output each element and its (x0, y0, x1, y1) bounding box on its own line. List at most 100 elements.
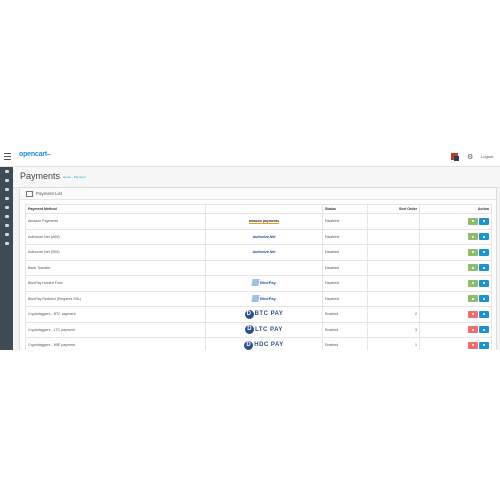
payment-status: Disabled (322, 228, 368, 245)
edit-button[interactable] (479, 341, 489, 349)
install-button[interactable] (468, 279, 478, 287)
install-button[interactable] (468, 264, 478, 272)
edit-button[interactable] (479, 217, 489, 225)
payment-logo: amazon payments (205, 213, 323, 230)
reports-icon[interactable] (0, 239, 13, 248)
edit-button[interactable] (479, 279, 489, 287)
payment-name: Cryptobiggers - BTC payment (25, 306, 206, 323)
table-row: BluePay Hosted Form BluePay Disabled (25, 275, 492, 292)
edit-button[interactable] (479, 264, 489, 272)
payment-logo: D HDC PAY (205, 337, 323, 350)
coin-icon: D (244, 309, 254, 319)
alerts-icon[interactable] (451, 153, 459, 161)
column-sort-order[interactable]: Sort Order (367, 204, 420, 214)
edit-button[interactable] (479, 248, 489, 256)
payment-actions (419, 306, 492, 323)
payment-sort-order (367, 290, 420, 307)
table-row: Cryptobiggers - WIE payment D HDC PAY Ena… (25, 337, 492, 350)
amazon-logo: amazon payments (248, 218, 280, 224)
install-button[interactable] (468, 233, 478, 241)
payment-name: BluePay Redirect (Requires SSL) (25, 290, 206, 307)
bluepay-logo: BluePay (251, 294, 276, 302)
marketing-icon[interactable] (0, 221, 13, 230)
column-action: Action (419, 204, 492, 214)
payment-actions (419, 228, 492, 245)
ltc-pay-logo: D LTC PAY (245, 325, 283, 335)
uninstall-button[interactable] (468, 326, 478, 334)
table-header-row: Payment Method Status Sort Order Action (25, 204, 492, 214)
install-button[interactable] (468, 295, 478, 303)
opencart-logo[interactable]: opencart⌣ (19, 151, 51, 159)
payment-status: Disabled (322, 259, 368, 276)
logout-link[interactable]: Logout (481, 154, 494, 159)
system-icon[interactable] (0, 230, 13, 239)
install-button[interactable] (468, 248, 478, 256)
payment-actions (419, 321, 492, 338)
payment-name: Amazon Payments (25, 213, 206, 230)
uninstall-button[interactable] (468, 341, 478, 349)
payment-sort-order: 2 (367, 306, 420, 323)
payment-status: Disabled (322, 213, 368, 230)
authorize-net-logo: Authorize.Net (252, 250, 276, 255)
payment-name: Bank Transfer (25, 259, 206, 276)
table-row: Cryptobiggers - BTC payment D BTC PAY Ena… (25, 306, 492, 323)
payment-logo (205, 259, 323, 276)
edit-button[interactable] (479, 295, 489, 303)
breadcrumb: Home › Payment (63, 175, 86, 179)
payment-actions (419, 244, 492, 261)
payment-name: Cryptobiggers - WIE payment (25, 337, 206, 350)
page-header: Payments Home › Payment (13, 167, 500, 188)
install-button[interactable] (468, 217, 478, 225)
sidebar-menu (0, 167, 13, 350)
payment-logo: D BTC PAY (205, 306, 323, 323)
payment-status: Disabled (322, 290, 368, 307)
design-icon[interactable] (0, 194, 13, 203)
payment-status: Enabled (322, 337, 368, 350)
payment-name: Cryptobiggers - LTC payment (25, 321, 206, 338)
edit-button[interactable] (479, 233, 489, 241)
btc-pay-logo: D BTC PAY (244, 309, 284, 319)
breadcrumb-payment[interactable]: Payment (73, 175, 86, 179)
coin-icon: D (244, 340, 254, 350)
uninstall-button[interactable] (468, 310, 478, 318)
logo-text: opencart (19, 151, 47, 158)
payment-sort-order (367, 259, 420, 276)
bluepay-logo-text: BluePay (260, 295, 276, 301)
payment-actions (419, 337, 492, 350)
customers-icon[interactable] (0, 212, 13, 221)
payment-logo: BluePay (205, 290, 323, 307)
panel-title: Payment List (36, 191, 63, 196)
coin-icon: D (245, 325, 255, 335)
menu-toggle-icon[interactable] (4, 153, 11, 160)
payment-list-panel: Payment List Payment Method Status Sort … (19, 187, 497, 350)
catalog-icon[interactable] (0, 176, 13, 185)
payment-status: Disabled (322, 275, 368, 292)
dashboard-icon[interactable] (0, 167, 13, 176)
payments-table: Payment Method Status Sort Order Action … (25, 204, 492, 350)
edit-button[interactable] (479, 310, 489, 318)
list-icon (26, 190, 33, 197)
payment-sort-order (367, 213, 420, 230)
sales-icon[interactable] (0, 203, 13, 212)
bluepay-logo: BluePay (251, 279, 276, 287)
bluepay-mark-icon (251, 294, 260, 302)
breadcrumb-home[interactable]: Home (63, 175, 72, 179)
payment-name: BluePay Hosted Form (25, 275, 206, 292)
table-row: Authorize.Net (AIM) Authorize.Net Disabl… (25, 228, 492, 245)
payment-sort-order (367, 228, 420, 245)
extensions-icon[interactable] (0, 185, 13, 194)
column-payment-method[interactable]: Payment Method (25, 204, 206, 214)
table-row: Cryptobiggers - LTC payment D LTC PAY Ena… (25, 321, 492, 338)
payment-actions (419, 275, 492, 292)
btc-pay-logo-text: BTC PAY (254, 311, 284, 318)
payment-status: Enabled (322, 321, 368, 338)
column-status[interactable]: Status (322, 204, 368, 214)
payment-actions (419, 259, 492, 276)
table-row: Authorize.Net (SIM) Authorize.Net Disabl… (25, 244, 492, 261)
hdc-pay-logo-text: HDC PAY (254, 342, 284, 349)
page-title: Payments (20, 171, 61, 181)
edit-button[interactable] (479, 326, 489, 334)
payment-sort-order: 3 (367, 321, 420, 338)
settings-icon[interactable]: ⚙ (467, 154, 474, 161)
panel-heading: Payment List (20, 188, 496, 200)
